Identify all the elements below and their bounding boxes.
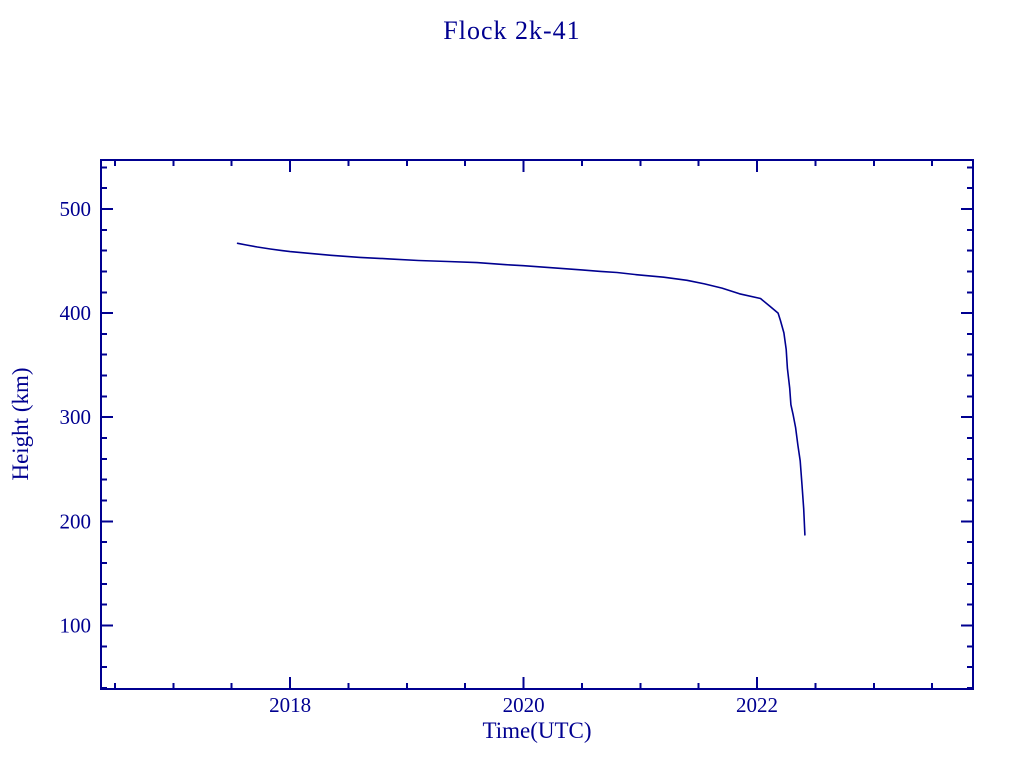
chart-title: Flock 2k-41 — [443, 16, 581, 45]
x-tick-label: 2022 — [736, 693, 778, 717]
y-tick-label: 500 — [60, 197, 92, 221]
height-curve — [236, 242, 806, 536]
x-tick-label: 2018 — [269, 693, 311, 717]
x-tick-label: 2020 — [503, 693, 545, 717]
x-axis-label: Time(UTC) — [482, 718, 592, 743]
y-tick-label: 200 — [60, 509, 92, 533]
y-tick-label: 100 — [60, 613, 92, 637]
axes-frame — [100, 159, 974, 690]
y-axis-label: Height (km) — [8, 367, 33, 481]
y-tick-label: 300 — [60, 405, 92, 429]
y-tick-label: 400 — [60, 301, 92, 325]
